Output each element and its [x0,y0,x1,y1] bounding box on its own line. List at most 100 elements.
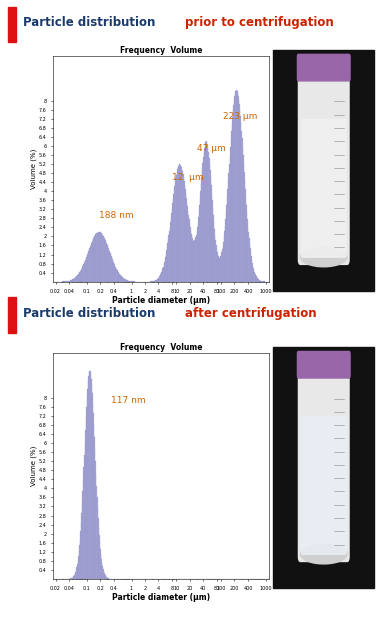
Bar [156,280,157,282]
Bar [221,254,222,282]
Bar [92,393,93,579]
Bar [118,272,119,282]
Bar [74,574,75,579]
Bar [158,278,159,282]
Bar [105,240,106,282]
Bar [102,566,103,579]
Bar [166,251,167,282]
Bar [210,178,211,282]
Bar [208,148,209,282]
Bar [225,219,226,282]
Text: after centrifugation: after centrifugation [185,307,317,320]
Bar [80,271,81,282]
Bar [171,213,172,282]
Bar [88,376,89,579]
Bar [95,449,96,579]
Bar [68,281,69,282]
Bar [129,281,130,282]
Bar [172,203,173,282]
Bar [104,573,105,579]
Bar [243,155,244,282]
Bar [99,232,100,282]
Bar [71,578,72,579]
Bar [199,205,200,282]
Bar [125,279,126,282]
Bar [252,263,253,282]
Bar [255,274,256,282]
Bar [201,176,202,282]
Bar [190,227,191,282]
Bar [230,147,231,282]
Bar [187,207,188,282]
Bar [103,236,104,282]
Bar [76,568,77,579]
Bar [153,281,154,282]
Bar [82,267,83,282]
Bar [256,276,257,282]
Bar [186,197,187,282]
Bar [100,548,101,579]
Bar [209,158,210,282]
Bar [214,229,215,282]
Bar [235,91,236,282]
Bar [97,232,98,282]
Bar [93,238,94,282]
Bar [94,436,95,579]
Bar [183,175,184,282]
Bar [161,272,162,282]
Bar [173,194,174,282]
Bar [251,256,252,282]
Text: Particle distribution: Particle distribution [23,307,159,320]
Bar [81,269,82,282]
Bar [184,181,185,282]
FancyBboxPatch shape [298,352,350,378]
Bar [126,280,127,282]
Ellipse shape [301,545,347,564]
Bar [8,7,16,42]
Bar [81,513,82,579]
Bar [239,105,240,282]
Bar [77,275,78,282]
Bar [250,248,251,282]
Bar [130,281,131,282]
Bar [87,254,88,282]
Bar [89,371,90,579]
Bar [193,241,194,282]
Bar [168,235,169,282]
Ellipse shape [301,248,347,267]
Bar [217,252,218,282]
Bar [227,189,228,282]
Bar [167,243,168,282]
Bar [159,276,160,282]
Bar [242,139,243,282]
Bar [73,576,74,579]
Bar [202,163,203,282]
Bar [98,232,99,282]
Bar [96,234,97,282]
Bar [191,233,192,282]
Bar [176,172,177,282]
Bar [246,205,247,282]
Y-axis label: Volume (%): Volume (%) [31,149,37,189]
Bar [196,235,197,282]
Bar [247,212,248,282]
Bar [116,268,117,282]
Bar [108,248,109,282]
Bar [100,232,101,282]
Bar [203,157,204,282]
Bar [82,503,83,579]
Bar [215,240,216,282]
Text: 12  μm: 12 μm [172,173,204,182]
Bar [226,205,227,282]
Bar [104,238,105,282]
Bar [195,240,196,282]
Bar [67,281,68,282]
Bar [253,268,254,282]
Bar [238,96,239,282]
Bar [164,262,165,282]
Bar [72,279,73,282]
Bar [78,274,79,282]
Bar [119,274,120,282]
Bar [260,280,261,282]
Bar [179,164,180,282]
